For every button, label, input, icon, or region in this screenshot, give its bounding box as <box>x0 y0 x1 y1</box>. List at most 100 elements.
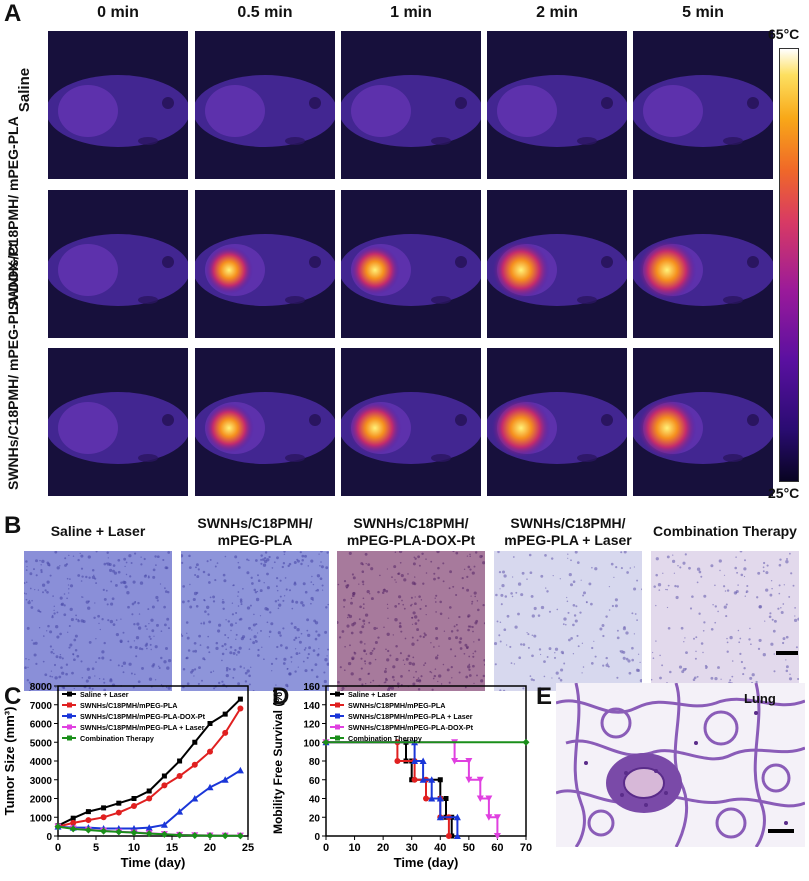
c-point-1-3 <box>100 814 107 821</box>
c-point-1-9 <box>191 761 198 768</box>
d-x-tick-label: 50 <box>463 842 475 854</box>
c-point-1-7 <box>161 782 168 789</box>
scale-bar-b <box>776 651 798 655</box>
d-point-1-10 <box>445 833 452 839</box>
d-legend-label-3: SWNHs/C18PMH/mPEG-PLA-DOX-Pt <box>348 723 474 732</box>
d-y-tick-label: 160 <box>303 682 320 693</box>
c-point-0-7 <box>161 773 167 779</box>
d-point-2-6 <box>428 795 436 802</box>
c-point-4-8 <box>176 831 184 839</box>
c-point-4-10 <box>206 832 214 840</box>
d-legend-label-1: SWNHs/C18PMH/mPEG-PLA <box>348 701 445 710</box>
d-x-tick-label: 40 <box>434 842 446 854</box>
d-legend-label-4: Combination Therapy <box>348 734 422 743</box>
c-point-1-2 <box>85 817 92 824</box>
panel-letter-c: C <box>4 683 22 710</box>
c-point-0-3 <box>101 805 107 811</box>
d-point-0-5 <box>437 777 443 783</box>
d-series-line-1 <box>326 741 450 836</box>
panel-letter-e: E <box>536 683 553 710</box>
d-point-3-7 <box>485 795 493 802</box>
d-legend-label-0: Saline + Laser <box>348 690 397 699</box>
c-x-tick-label: 20 <box>204 842 216 854</box>
d-point-2-9 <box>453 813 461 821</box>
d-x-tick-label: 60 <box>491 842 503 854</box>
c-point-2-10 <box>206 783 214 791</box>
c-point-1-4 <box>115 809 122 816</box>
row-label-swnhs-dox-pt: SWNHs/C18PMH/ mPEG-PLA-DOX-Pt <box>5 242 21 490</box>
c-point-4-7 <box>160 830 168 838</box>
c-point-4-6 <box>145 830 153 838</box>
thermal-image-swnhs-dox-pt-2 <box>341 348 481 496</box>
d-series-line-3 <box>326 741 499 836</box>
d-point-3-9 <box>493 814 501 821</box>
d-y-tick-label: 140 <box>303 701 320 712</box>
scale-bar-e <box>768 829 794 833</box>
time-label-0: 0 min <box>97 4 139 21</box>
c-y-tick-label: 8000 <box>30 682 53 693</box>
thermal-image-saline-2 <box>341 31 481 179</box>
d-point-3-2 <box>451 758 459 765</box>
tumor-size-chart: 0 5 10 15 20 25 0 1000 2000 3000 4000 5000 6000 7000 8… <box>0 676 262 876</box>
c-y-axis-label: Tumor Size (mm³) <box>2 707 17 816</box>
thermal-image-swnhs-dox-pt-1 <box>195 348 335 496</box>
c-point-2-6 <box>145 824 153 831</box>
c-point-1-8 <box>176 773 183 779</box>
thermal-image-swnhs-dox-pt-4 <box>633 348 773 496</box>
c-point-1-6 <box>146 795 153 802</box>
thermal-image-saline-0 <box>48 31 188 179</box>
c-point-0-4 <box>116 800 122 806</box>
d-point-2-8 <box>436 813 444 821</box>
c-point-4-12 <box>236 832 244 840</box>
thermal-image-saline-1 <box>195 31 335 179</box>
c-legend-label-4: Combination Therapy <box>80 734 154 743</box>
d-series-line-2 <box>326 741 459 836</box>
d-point-3-4 <box>465 776 473 784</box>
d-y-tick-label: 120 <box>303 720 320 731</box>
c-point-2-12 <box>236 766 244 774</box>
histology-image-swnhs-mpeg-pla <box>181 551 329 691</box>
c-legend-label-0: Saline + Laser <box>80 690 129 699</box>
d-y-tick-label: 40 <box>309 795 321 806</box>
colorbar-max-label: 65°C <box>768 26 800 42</box>
d-point-1-2 <box>394 758 401 764</box>
d-point-3-6 <box>476 795 484 802</box>
thermal-image-saline-3 <box>487 31 627 179</box>
d-point-1-6 <box>423 795 429 802</box>
histology-title-combination-therapy: Combination Therapy <box>653 523 797 539</box>
d-point-2-3 <box>419 757 427 764</box>
thermal-image-swnhs-mpeg-pla-1 <box>195 190 335 338</box>
c-point-2-8 <box>176 808 184 815</box>
c-legend-label-2: SWNHs/C18PMH/mPEG-PLA-DOX-Pt <box>80 712 206 721</box>
c-y-tick-label: 1000 <box>30 813 53 824</box>
thermal-image-swnhs-dox-pt-0 <box>48 348 188 496</box>
histology-title-saline-laser: Saline + Laser <box>50 523 146 539</box>
c-point-4-5 <box>130 829 138 837</box>
time-label-2: 1 min <box>390 4 432 21</box>
panel-letter-b: B <box>4 512 22 539</box>
c-x-tick-label: 25 <box>242 842 254 854</box>
d-y-tick-label: 0 <box>314 832 320 843</box>
c-legend-label-1: SWNHs/C18PMH/mPEG-PLA <box>80 701 177 710</box>
thermal-image-swnhs-mpeg-pla-2 <box>341 190 481 338</box>
c-y-tick-label: 4000 <box>30 757 53 768</box>
c-point-0-12 <box>237 696 243 702</box>
d-x-tick-label: 10 <box>348 842 360 854</box>
c-y-tick-label: 3000 <box>30 776 53 787</box>
d-point-2-10 <box>453 832 461 839</box>
thermal-image-swnhs-mpeg-pla-4 <box>633 190 773 338</box>
c-point-4-11 <box>221 832 229 840</box>
time-label-3: 2 min <box>536 4 578 21</box>
temperature-colorbar <box>779 48 799 482</box>
d-y-tick-label: 100 <box>303 738 320 749</box>
c-point-0-11 <box>222 711 228 717</box>
c-point-0-10 <box>207 721 213 726</box>
d-point-2-7 <box>436 795 444 802</box>
d-point-1-4 <box>411 776 418 783</box>
d-y-tick-label: 20 <box>309 813 321 824</box>
histology-title-swnhs-mpeg-pla: SWNHs/C18PMH/ mPEG-PLA <box>197 515 313 548</box>
d-x-tick-label: 20 <box>377 842 389 854</box>
d-series-line-0 <box>326 741 453 836</box>
d-point-0-7 <box>443 796 449 801</box>
c-point-4-2 <box>84 826 92 834</box>
